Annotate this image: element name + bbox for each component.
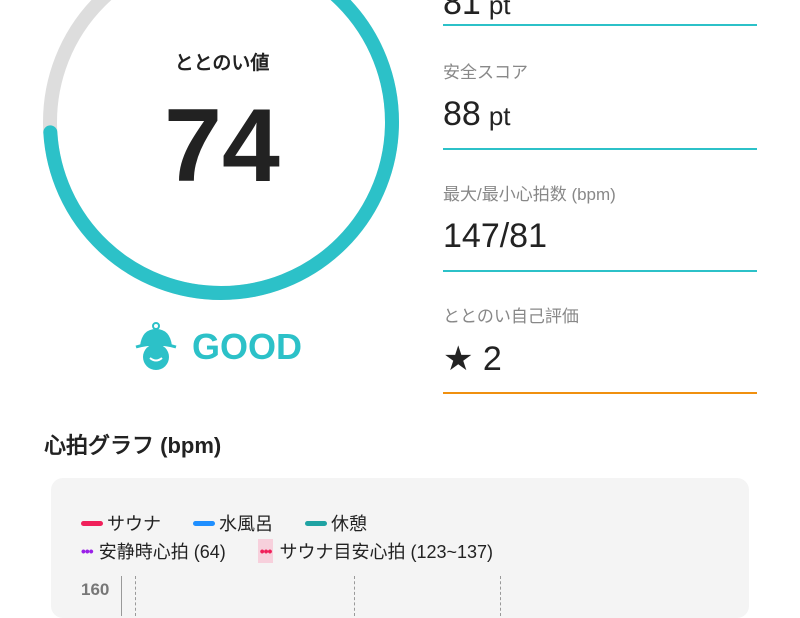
- stat-number: 81: [443, 0, 481, 22]
- divider: [443, 392, 757, 394]
- legend-resting-hr: ••• 安静時心拍 (64): [81, 538, 226, 564]
- legend-label: サウナ: [107, 514, 161, 534]
- stat-value: 147/81: [443, 217, 547, 255]
- legend-sauna: サウナ: [81, 510, 161, 536]
- grade-text: GOOD: [192, 326, 303, 367]
- legend-rest: 休憩: [305, 510, 367, 536]
- phase-marker: [354, 576, 355, 616]
- stat-label: 安全スコア: [443, 63, 528, 82]
- legend-label: 水風呂: [219, 514, 273, 534]
- legend-row: サウナ 水風呂 休憩: [81, 510, 399, 536]
- legend-label: 安静時心拍 (64): [98, 542, 226, 562]
- legend-row: ••• 安静時心拍 (64) ••• サウナ目安心拍 (123~137): [81, 538, 525, 564]
- legend-cold-bath: 水風呂: [193, 510, 273, 536]
- legend-label: サウナ目安心拍 (123~137): [279, 542, 494, 562]
- stat-item: 最大/最小心拍数 (bpm) 147/81: [443, 180, 757, 272]
- stat-item: 81 pt: [443, 0, 757, 26]
- score-ring: [43, 0, 399, 300]
- stat-unit: pt: [488, 0, 511, 20]
- divider: [443, 24, 757, 26]
- stat-value: 81 pt: [443, 0, 757, 23]
- legend-label: 休憩: [331, 514, 367, 534]
- stat-label: 最大/最小心拍数 (bpm): [443, 185, 616, 204]
- y-tick: 160: [81, 580, 110, 599]
- grade-badge: GOOD: [134, 322, 302, 372]
- score-label: ととのい値: [174, 53, 270, 74]
- stat-number: 88: [443, 95, 481, 133]
- stat-label: ととのい自己評価: [443, 307, 579, 326]
- score-ring-progress: [43, 0, 399, 300]
- y-axis: [121, 576, 122, 616]
- legend-sauna-target-hr: ••• サウナ目安心拍 (123~137): [257, 538, 494, 564]
- stat-value: 88 pt: [443, 95, 757, 134]
- phase-marker: [500, 576, 501, 616]
- stat-item: ととのい自己評価 ★ 2: [443, 302, 757, 394]
- divider: [443, 270, 757, 272]
- stat-value: ★ 2: [443, 340, 502, 378]
- phase-marker: [135, 576, 136, 616]
- score-value: 74: [164, 88, 280, 204]
- divider: [443, 148, 757, 150]
- stat-unit: pt: [488, 101, 511, 131]
- sauna-hat-face-icon: [135, 322, 177, 370]
- heart-graph: サウナ 水風呂 休憩 ••• 安静時心拍 (64) ••• サウナ目安心拍 (123…: [51, 478, 749, 618]
- stat-item: 安全スコア 88 pt: [443, 58, 757, 150]
- heart-graph-title: 心拍グラフ (bpm): [44, 433, 222, 458]
